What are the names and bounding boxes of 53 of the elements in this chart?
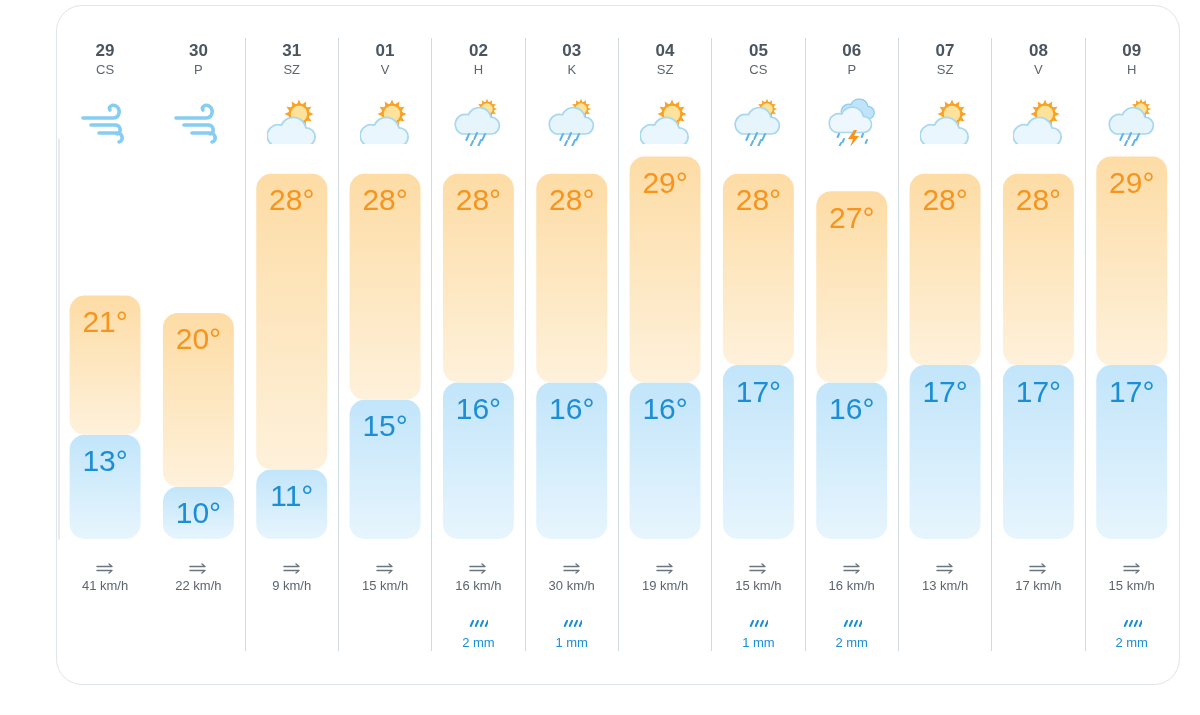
- total-label: 29°: [642, 165, 688, 199]
- x-tick-label: 29 CS: [95, 41, 115, 77]
- total-label: 28°: [269, 183, 315, 217]
- data-label: 16 km/h: [455, 578, 502, 594]
- data-label: 9 km/h: [272, 578, 312, 594]
- data-label: 17°: [1015, 374, 1062, 408]
- data-label: 30 km/h: [548, 578, 595, 594]
- data-label: 19 km/h: [641, 578, 689, 594]
- data-label: 15 km/h: [735, 578, 782, 594]
- data-label: 16°: [642, 391, 688, 425]
- data-label: 10°: [175, 496, 222, 530]
- total-label: 21°: [82, 305, 128, 339]
- data-label: 17°: [922, 374, 968, 408]
- data-label: 13°: [82, 444, 128, 478]
- x-tick-label: 02 H: [468, 41, 488, 77]
- x-tick-label: 30 P: [188, 41, 208, 77]
- data-label: 17°: [735, 374, 782, 408]
- data-label: 2 mm: [462, 635, 495, 651]
- data-label: 16°: [455, 391, 502, 425]
- x-tick-label: 01 V: [375, 41, 395, 77]
- x-tick-label: 06 P: [842, 41, 862, 77]
- x-tick-label: 07 SZ: [935, 41, 955, 77]
- data-label: 11°: [270, 478, 314, 512]
- data-label: 16°: [829, 391, 875, 425]
- total-label: 28°: [362, 183, 408, 217]
- data-label: 17°: [1109, 374, 1155, 408]
- total-label: 28°: [735, 183, 782, 217]
- total-label: 20°: [175, 322, 222, 356]
- data-label: 1 mm: [742, 635, 775, 651]
- data-label: 15°: [362, 409, 408, 443]
- x-tick-label: 09 H: [1122, 41, 1142, 77]
- data-label: 22 km/h: [175, 578, 222, 594]
- data-label: 41 km/h: [81, 578, 129, 594]
- x-tick-label: 08 V: [1028, 41, 1048, 77]
- total-label: 28°: [455, 183, 502, 217]
- data-label: 2 mm: [1115, 635, 1148, 651]
- total-label: 27°: [829, 200, 875, 234]
- x-tick-label: 03 K: [562, 41, 582, 77]
- data-label: 13 km/h: [921, 578, 969, 594]
- data-label: 2 mm: [835, 635, 868, 651]
- data-label: 1 mm: [555, 635, 588, 651]
- total-label: 29°: [1109, 165, 1155, 199]
- data-label: 17 km/h: [1015, 578, 1062, 594]
- data-label: 15 km/h: [1108, 578, 1155, 594]
- total-label: 28°: [922, 183, 968, 217]
- data-label: 16 km/h: [828, 578, 875, 594]
- data-label: 15 km/h: [361, 578, 409, 594]
- x-tick-label: 31 SZ: [282, 41, 302, 77]
- x-tick-label: 05 CS: [748, 41, 768, 77]
- total-label: 28°: [549, 183, 595, 217]
- data-label: 16°: [549, 391, 595, 425]
- total-label: 28°: [1015, 183, 1062, 217]
- x-tick-label: 04 SZ: [655, 41, 676, 77]
